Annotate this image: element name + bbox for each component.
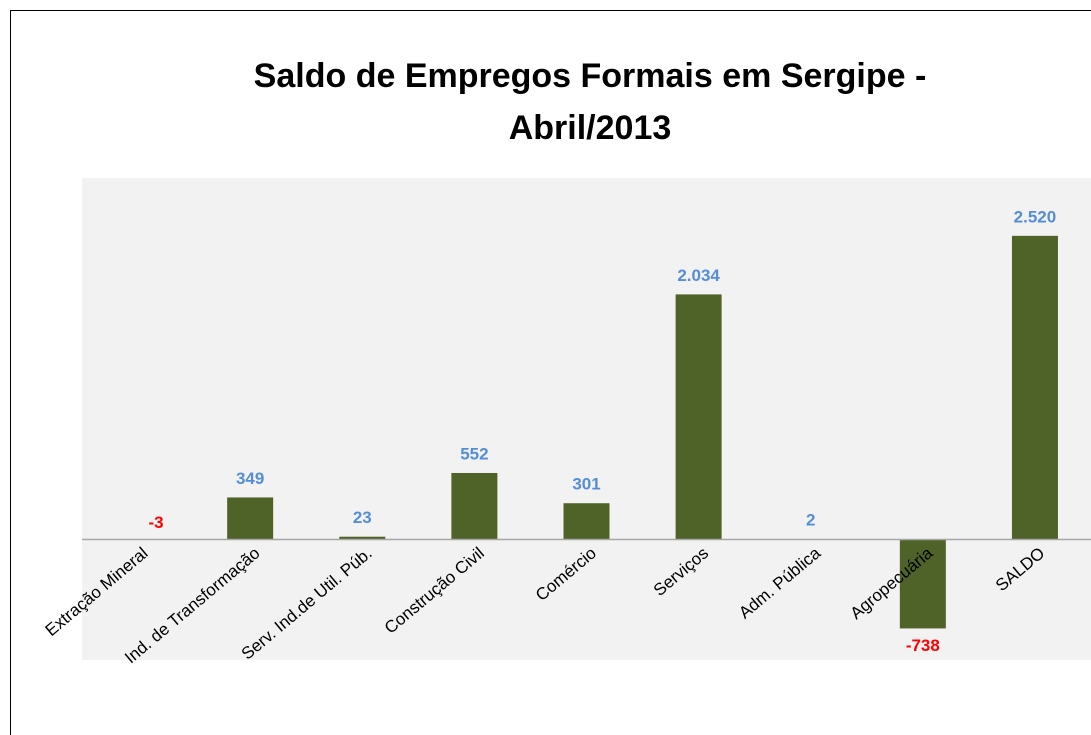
bar	[451, 472, 498, 540]
data-label: 2	[806, 511, 815, 530]
data-label: 552	[460, 444, 488, 463]
chart-frame	[10, 10, 1091, 735]
data-label: 301	[572, 475, 600, 494]
data-label: -738	[906, 636, 940, 655]
bar	[675, 294, 722, 540]
bar	[339, 536, 386, 540]
data-label: 349	[236, 469, 264, 488]
data-label: 2.520	[1014, 207, 1057, 226]
bar	[1011, 235, 1058, 540]
chart-title: Saldo de Empregos Formais em Sergipe - A…	[253, 57, 927, 147]
bar	[227, 497, 274, 540]
data-label: -3	[148, 513, 163, 532]
bar	[899, 539, 946, 629]
data-label: 23	[353, 508, 372, 527]
bar	[563, 503, 610, 540]
data-label: 2.034	[677, 266, 720, 285]
